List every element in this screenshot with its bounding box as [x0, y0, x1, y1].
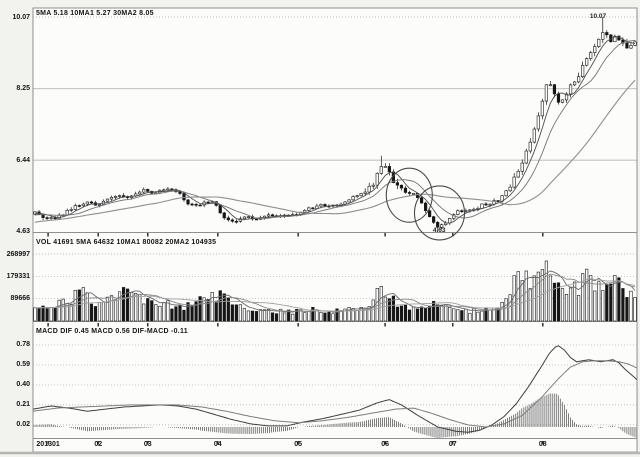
macd-pane-header: MACD DIF 0.45 MACD 0.56 DIF-MACD -0.11: [36, 328, 188, 335]
main-pane-header: 5MA 5.18 10MA1 5.27 30MA2 8.05: [36, 10, 154, 17]
volume-pane-header: VOL 41691 5MA 64632 10MA1 80082 20MA2 10…: [36, 239, 217, 246]
